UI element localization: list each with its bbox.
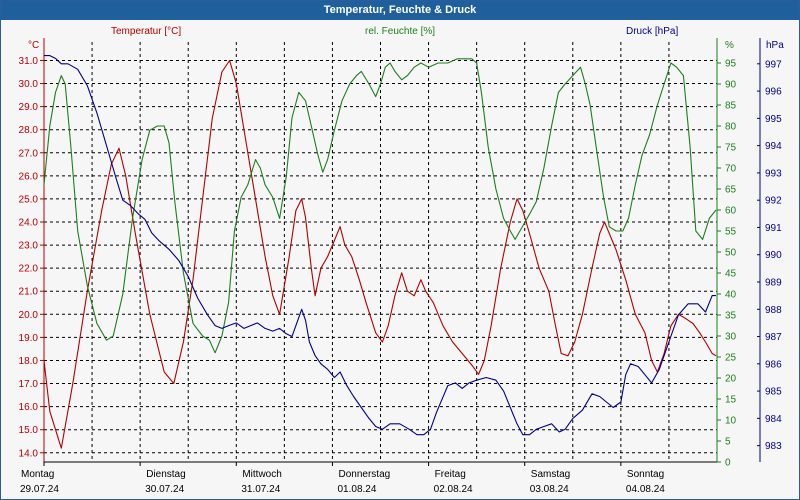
pressure-tick-label: 988 [765,305,782,316]
temperature-tick-label: 24.0 [19,218,39,229]
pressure-tick-label: 986 [765,359,782,370]
x-tick-day-label: Montag [21,469,54,480]
pressure-tick-label: 991 [765,223,782,234]
temperature-tick-label: 17.0 [19,379,39,390]
temperature-tick-label: 15.0 [19,425,39,436]
temperature-tick-label: 18.0 [19,356,39,367]
pressure-unit-label: hPa [766,40,784,51]
pressure-tick-label: 990 [765,250,782,261]
axes: 31.0 30.0 29.0 28.0 27.0 26.0 25.0 24.0 23.0 22.0… [19,38,782,495]
humidity-tick-label: 70 [725,164,737,175]
temperature-tick-label: 20.0 [19,310,39,321]
chart-title: Temperatur, Feuchte & Druck [1,1,799,20]
humidity-tick-label: 95 [725,59,737,70]
temperature-unit-label: °C [28,40,39,51]
x-tick-day-label: Mittwoch [242,469,281,480]
pressure-tick-label: 987 [765,332,782,343]
x-tick-day-label: Samstag [531,469,570,480]
humidity-tick-label: 65 [725,185,737,196]
temperature-tick-label: 19.0 [19,333,39,344]
temperature-tick-label: 27.0 [19,148,39,159]
temperature-tick-label: 23.0 [19,241,39,252]
humidity-tick-label: 45 [725,269,737,280]
temperature-series-line [43,59,717,449]
humidity-tick-label: 50 [725,248,737,259]
temperature-tick-label: 14.0 [19,448,39,459]
x-tick-day-label: Sonntag [627,469,664,480]
humidity-axis-label: rel. Feuchte [%] [365,26,435,37]
pressure-tick-label: 997 [765,59,782,70]
pressure-tick-label: 995 [765,114,782,125]
temperature-tick-label: 25.0 [19,194,39,205]
temperature-tick-label: 30.0 [19,79,39,90]
humidity-tick-label: 60 [725,206,737,217]
humidity-tick-label: 25 [725,353,737,364]
temperature-tick-label: 22.0 [19,264,39,275]
temperature-axis-label: Temperatur [°C] [111,26,181,37]
pressure-tick-label: 994 [765,141,782,152]
pressure-series-line [44,55,716,436]
humidity-series-line [43,58,717,354]
x-tick-day-label: Freitag [435,469,466,480]
x-tick-date-label: 03.08.24 [530,484,569,495]
pressure-tick-label: 983 [765,441,782,452]
humidity-tick-label: 0 [725,458,731,469]
temperature-tick-label: 29.0 [19,102,39,113]
x-tick-day-label: Donnerstag [339,469,391,480]
humidity-tick-label: 55 [725,227,737,238]
pressure-tick-label: 984 [765,414,782,425]
series-lines [43,55,717,449]
humidity-tick-label: 80 [725,122,737,133]
humidity-tick-label: 15 [725,395,737,406]
temperature-tick-label: 26.0 [19,171,39,182]
x-tick-date-label: 02.08.24 [434,484,473,495]
humidity-tick-label: 20 [725,374,737,385]
humidity-tick-label: 75 [725,143,737,154]
humidity-unit-label: % [725,40,734,51]
humidity-tick-label: 5 [725,437,731,448]
humidity-tick-label: 30 [725,332,737,343]
pressure-tick-label: 985 [765,387,782,398]
temperature-tick-label: 21.0 [19,287,39,298]
pressure-tick-label: 993 [765,168,782,179]
x-tick-day-label: Dienstag [146,469,185,480]
humidity-tick-label: 85 [725,101,737,112]
humidity-tick-label: 10 [725,416,737,427]
pressure-axis-label: Druck [hPa] [626,26,678,37]
x-tick-date-label: 30.07.24 [145,484,184,495]
temperature-tick-label: 28.0 [19,125,39,136]
x-tick-date-label: 01.08.24 [338,484,377,495]
grid-lines [44,42,718,462]
x-tick-date-label: 04.08.24 [626,484,665,495]
temperature-tick-label: 16.0 [19,402,39,413]
x-tick-date-label: 29.07.24 [20,484,59,495]
humidity-tick-label: 35 [725,311,737,322]
pressure-tick-label: 996 [765,87,782,98]
pressure-tick-label: 989 [765,278,782,289]
x-tick-date-label: 31.07.24 [241,484,280,495]
pressure-tick-label: 992 [765,196,782,207]
humidity-tick-label: 90 [725,80,737,91]
humidity-tick-label: 40 [725,290,737,301]
temperature-tick-label: 31.0 [19,56,39,67]
